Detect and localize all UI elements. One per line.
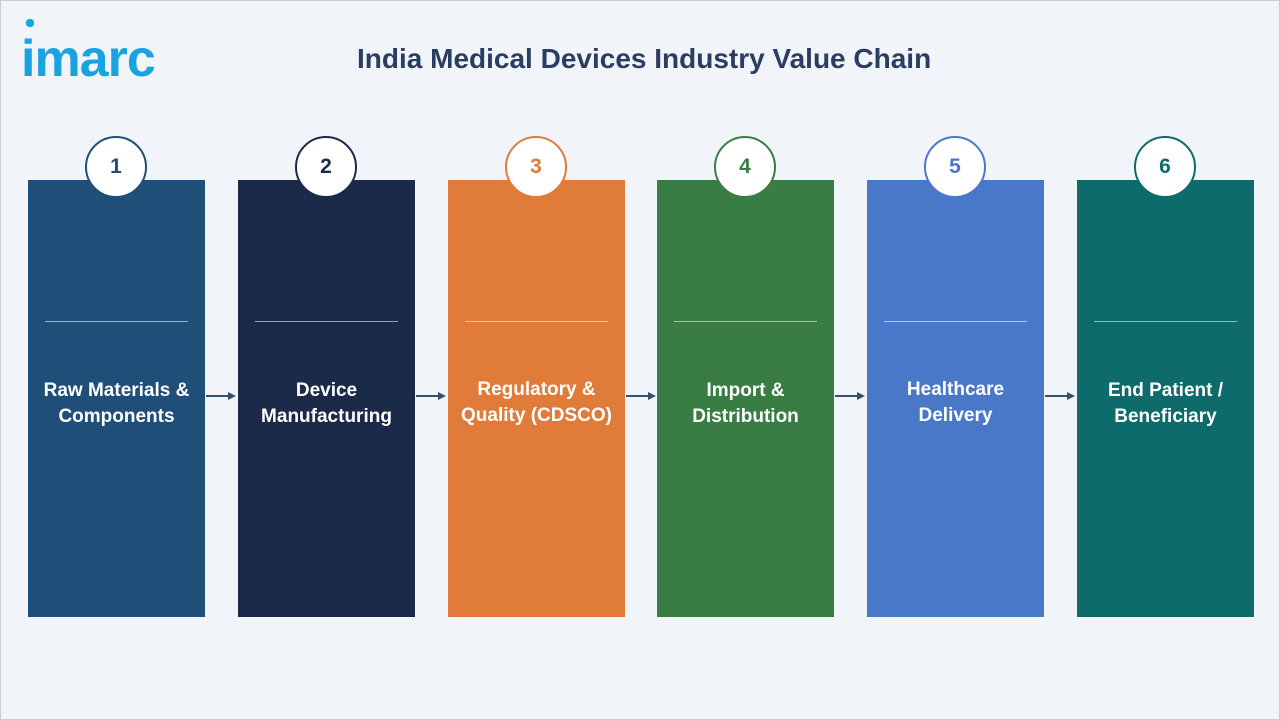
step-label-line1: Device <box>295 380 358 401</box>
step-5-panel: 5 Healthcare Delivery <box>867 136 1044 617</box>
divider <box>45 321 188 322</box>
step-number-badge: 6 <box>1134 136 1196 198</box>
step-number-badge: 4 <box>714 136 776 198</box>
step-3-panel: 3 Regulatory & Quality (CDSCO) <box>448 136 625 617</box>
step-label: End Patient / Beneficiary <box>1083 378 1248 430</box>
arrow-right-icon <box>416 392 446 400</box>
step-label: Healthcare Delivery <box>873 377 1038 429</box>
step-label-line1: Raw Materials & <box>43 380 190 401</box>
imarc-logo-icon: imarc <box>21 19 156 79</box>
imarc-logo: imarc <box>21 19 201 79</box>
step-number-badge: 1 <box>85 136 147 198</box>
arrow-right-icon <box>206 392 236 400</box>
step-label: Import & Distribution <box>663 378 828 430</box>
step-label-line2: Quality (CDSCO) <box>461 405 612 426</box>
step-label-line1: Regulatory & <box>477 379 596 400</box>
divider <box>255 321 398 322</box>
step-label-line2: Manufacturing <box>261 406 392 427</box>
step-label: Regulatory & Quality (CDSCO) <box>454 377 619 429</box>
page-title: India Medical Devices Industry Value Cha… <box>357 43 932 74</box>
step-number-badge: 2 <box>295 136 357 198</box>
step-label-line1: End Patient / <box>1107 380 1224 401</box>
divider <box>465 321 608 322</box>
step-number-badge: 3 <box>505 136 567 198</box>
arrow-right-icon <box>1045 392 1075 400</box>
step-label-line2: Distribution <box>692 406 799 427</box>
divider <box>674 321 817 322</box>
step-4-panel: 4 Import & Distribution <box>657 136 834 617</box>
step-label: Device Manufacturing <box>244 378 409 430</box>
step-label-line2: Components <box>58 406 175 427</box>
step-label-line2: Beneficiary <box>1114 406 1217 427</box>
step-label-line2: Delivery <box>918 405 993 426</box>
step-1-panel: 1 Raw Materials & Components <box>28 136 205 617</box>
divider <box>1094 321 1237 322</box>
step-label-line1: Healthcare <box>906 379 1005 400</box>
step-number-badge: 5 <box>924 136 986 198</box>
arrow-right-icon <box>835 392 865 400</box>
step-6-panel: 6 End Patient / Beneficiary <box>1077 136 1254 617</box>
arrow-right-icon <box>626 392 656 400</box>
step-label-line1: Import & <box>706 380 785 401</box>
step-label: Raw Materials & Components <box>34 378 199 430</box>
logo-wordmark: imarc <box>21 30 155 79</box>
divider <box>884 321 1027 322</box>
step-2-panel: 2 Device Manufacturing <box>238 136 415 617</box>
